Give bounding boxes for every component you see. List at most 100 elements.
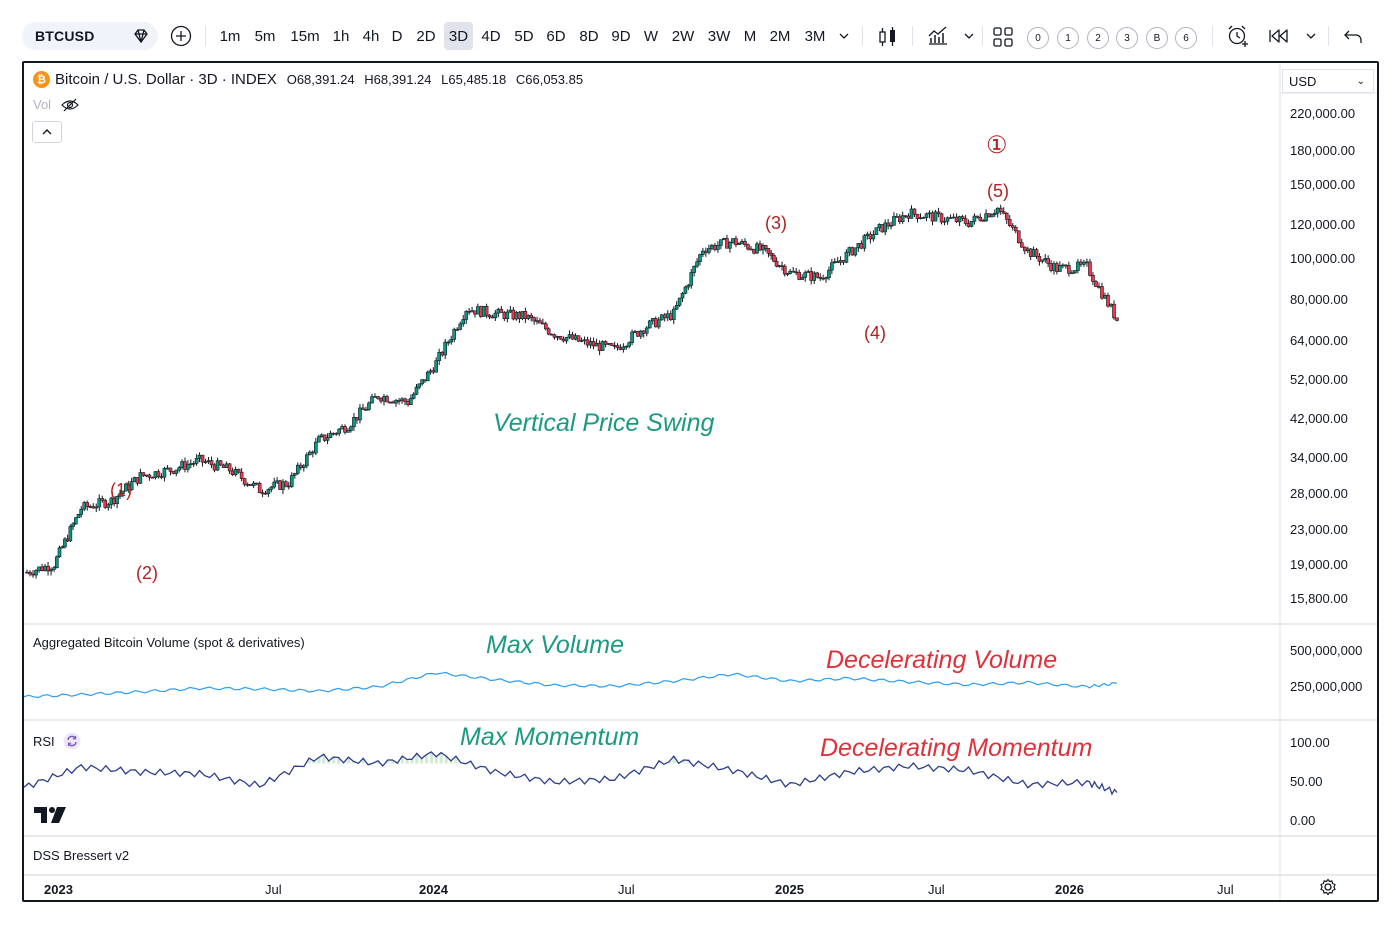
currency-selector[interactable]: USD ⌄ (1282, 69, 1374, 93)
time-axis[interactable]: 2023 Jul 2024 Jul 2025 Jul 2026 Jul (44, 882, 1234, 897)
candle-body (561, 338, 566, 342)
candle-body (998, 207, 1003, 212)
wave-label-2: (2) (136, 563, 158, 583)
candle-body (710, 244, 714, 249)
candle-body (71, 523, 75, 527)
candle-body (862, 235, 867, 249)
layout-slot-0[interactable]: 0 (1027, 27, 1049, 49)
candle-body (737, 243, 741, 245)
interval-1m[interactable]: 1m (219, 27, 241, 45)
interval-9d[interactable]: 9D (611, 27, 631, 45)
candle-body (832, 261, 837, 264)
layout-slot-1[interactable]: 1 (1057, 27, 1079, 49)
price-tick: 15,800.00 (1290, 591, 1348, 606)
undo-icon[interactable] (1343, 27, 1363, 45)
refresh-icon[interactable] (63, 732, 81, 750)
chevron-down-icon[interactable] (963, 31, 975, 41)
candle-body (331, 432, 336, 435)
symbol-legend[interactable]: ₿ Bitcoin / U.S. Dollar · 3D · INDEX O68… (33, 71, 589, 88)
interval-m[interactable]: M (743, 27, 757, 45)
candle-body (755, 243, 759, 254)
interval-w[interactable]: W (643, 27, 659, 45)
chevron-down-icon: ⌄ (1356, 75, 1365, 87)
candle-body (903, 215, 908, 217)
candle-body (203, 461, 208, 464)
chevron-down-icon[interactable] (838, 31, 850, 41)
chevron-down-icon[interactable] (1305, 31, 1317, 41)
interval-15m[interactable]: 15m (290, 27, 320, 45)
candle-body (54, 556, 59, 569)
candle-body (567, 334, 572, 338)
layout-slot-b[interactable]: B (1146, 27, 1168, 49)
interval-d[interactable]: D (391, 27, 403, 45)
interval-8d[interactable]: 8D (579, 27, 599, 45)
toolbar-divider (982, 26, 983, 46)
alert-clock-icon[interactable] (1226, 24, 1250, 48)
candle-body (177, 467, 181, 471)
tradingview-logo-icon[interactable] (34, 805, 68, 825)
volume-legend[interactable]: Vol (33, 97, 79, 112)
time-tick: Jul (265, 882, 282, 897)
candle-body (639, 330, 643, 337)
interval-4h[interactable]: 4h (362, 27, 380, 45)
layout-slot-3[interactable]: 3 (1116, 27, 1138, 49)
diamond-icon[interactable] (132, 27, 150, 45)
candle-body (319, 434, 324, 437)
gear-icon[interactable] (1319, 878, 1337, 896)
interval-2d[interactable]: 2D (416, 27, 436, 45)
indicators-icon[interactable] (926, 24, 950, 48)
candle-body (668, 313, 673, 320)
candle-body (1037, 256, 1042, 262)
price-axis[interactable]: 220,000.00 180,000.00 150,000.00 120,000… (1290, 106, 1362, 828)
candle-body (308, 451, 312, 456)
interval-1h[interactable]: 1h (332, 27, 350, 45)
interval-3m[interactable]: 3M (804, 27, 826, 45)
dss-pane-label[interactable]: DSS Bressert v2 (33, 848, 130, 863)
rsi-overbought-fill (424, 754, 429, 764)
candle-body (850, 247, 855, 256)
interval-2w[interactable]: 2W (671, 27, 695, 45)
eye-hidden-icon[interactable] (61, 98, 79, 112)
rsi-overbought-fill (410, 759, 414, 764)
candle-body (1040, 259, 1045, 262)
candle-body (156, 471, 161, 477)
volume-tick: 250,000,000 (1290, 679, 1362, 694)
rsi-overbought-fill (376, 760, 380, 764)
candlestick-type-icon[interactable] (876, 25, 900, 49)
interval-3d[interactable]: 3D (444, 22, 473, 50)
candle-body (877, 224, 882, 228)
interval-6d[interactable]: 6D (546, 27, 566, 45)
candle-body (379, 398, 383, 402)
candle-body (449, 339, 454, 343)
high-value: H68,391.24 (364, 72, 432, 87)
candle-body (749, 248, 753, 251)
add-symbol-icon[interactable] (170, 25, 192, 47)
candle-body (713, 244, 717, 250)
candle-body (883, 222, 888, 233)
interval-2m[interactable]: 2M (769, 27, 791, 45)
commentary: Vertical Price Swing Max Volume Decelera… (460, 409, 1092, 762)
rsi-overbought-fill (454, 756, 458, 764)
candle-body (774, 260, 779, 267)
chart-canvas[interactable]: 220,000.00 180,000.00 150,000.00 120,000… (24, 63, 1379, 902)
candle-body (159, 476, 164, 478)
currency-label: USD (1289, 73, 1317, 89)
interval-3w[interactable]: 3W (707, 27, 731, 45)
replay-icon[interactable] (1268, 27, 1290, 45)
interval-5m[interactable]: 5m (254, 27, 276, 45)
rsi-overbought-fill (449, 760, 453, 764)
symbol-search-box[interactable]: BTCUSD (22, 22, 158, 50)
candle-body (162, 468, 167, 478)
volume-pane-label[interactable]: Aggregated Bitcoin Volume (spot & deriva… (33, 635, 305, 650)
interval-4d[interactable]: 4D (481, 27, 501, 45)
candle-body (40, 566, 44, 571)
rsi-pane-legend[interactable]: RSI (33, 732, 81, 750)
interval-5d[interactable]: 5D (514, 27, 534, 45)
layout-slot-2[interactable]: 2 (1087, 27, 1109, 49)
collapse-legend-button[interactable] (32, 121, 62, 143)
candle-body (452, 328, 457, 340)
candle-body (766, 248, 771, 254)
layout-grid-icon[interactable] (992, 26, 1014, 48)
layout-slot-6[interactable]: 6 (1175, 27, 1197, 49)
rsi-overbought-fill (682, 760, 686, 764)
